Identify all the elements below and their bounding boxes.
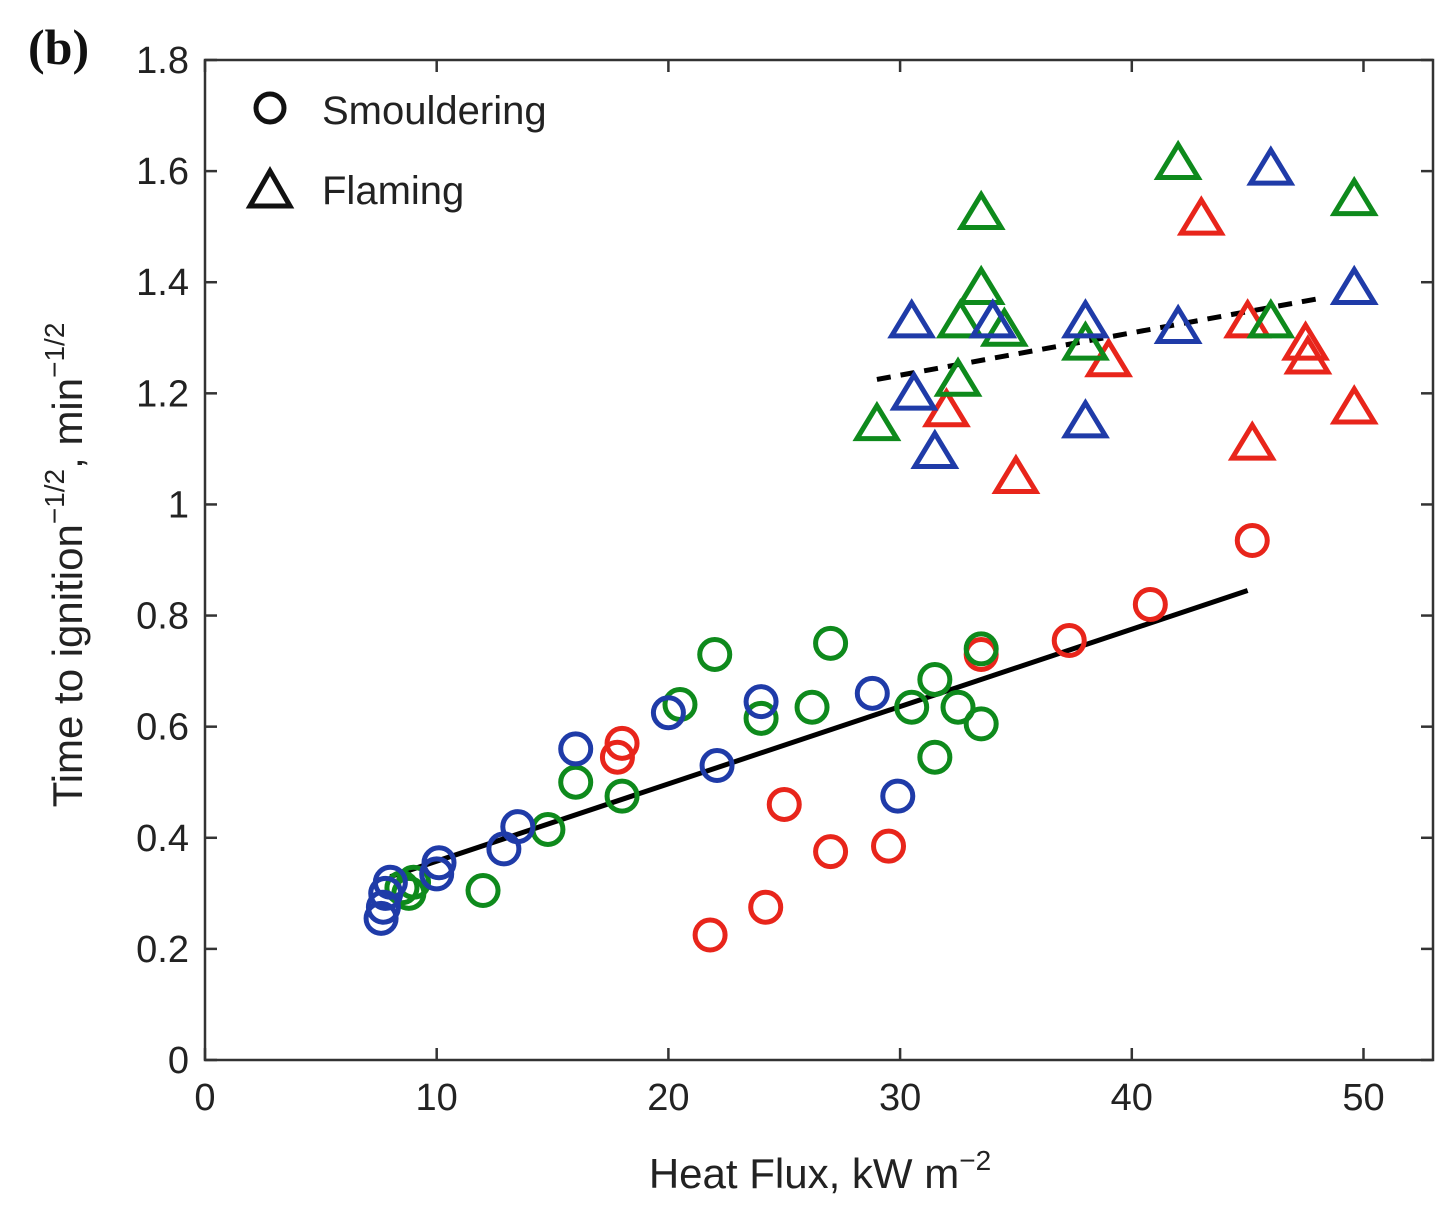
smouldering-blue-point xyxy=(699,748,735,784)
flaming-green-point xyxy=(979,306,1029,347)
flaming-blue-point xyxy=(887,298,937,339)
smouldering-green-point xyxy=(743,700,779,736)
flaming-blue-point xyxy=(910,428,960,469)
axis-ticks: 0 10 20 30 40 50 0 0.2 0.4 0.6 0.8 1 1.2 1.4 1.6 1.8 xyxy=(136,40,1433,1119)
y-tick-label: 0.2 xyxy=(136,929,189,971)
flaming-green-series xyxy=(852,139,1379,442)
y-tick-label: 0.4 xyxy=(136,818,189,860)
flaming-blue-point xyxy=(1061,298,1110,339)
y-tick-label: 1.8 xyxy=(136,40,189,82)
smouldering-red-point xyxy=(871,828,907,864)
legend-label-smouldering: Smouldering xyxy=(322,89,547,133)
y-axis-title-suffix-sup: −1/2 xyxy=(39,323,70,378)
x-axis-title-sup: −2 xyxy=(959,1145,991,1176)
legend: Smouldering Flaming xyxy=(245,89,547,213)
flaming-red-point xyxy=(1176,195,1226,236)
smouldering-blue-point xyxy=(421,845,457,881)
x-tick-label: 10 xyxy=(416,1077,458,1119)
flaming-green-point xyxy=(956,189,1006,231)
smouldering-red-series xyxy=(599,523,1270,953)
flaming-blue-point xyxy=(1061,398,1110,439)
plot-area-border xyxy=(203,58,1435,1062)
panel-label: (b) xyxy=(28,19,90,75)
flaming-blue-point xyxy=(889,370,939,411)
smouldering-red-point xyxy=(604,725,640,761)
legend-label-flaming: Flaming xyxy=(322,169,464,213)
axes-frame xyxy=(203,58,1435,1062)
y-axis-title: Time to ignition−1/2, min−1/2 xyxy=(39,323,91,808)
fit-lines xyxy=(389,296,1318,880)
flaming-red-point xyxy=(1223,298,1273,339)
flaming-green-point xyxy=(1329,175,1379,217)
smouldering-blue-point xyxy=(365,889,401,925)
x-tick-label: 50 xyxy=(1342,1077,1384,1119)
y-axis-title-sup: −1/2 xyxy=(39,469,70,524)
legend-triangle-marker xyxy=(245,165,295,209)
smouldering-green-point xyxy=(794,689,830,725)
flaming-blue-point xyxy=(1329,264,1379,306)
smouldering-green-point xyxy=(940,689,976,725)
smouldering-green-series xyxy=(384,625,999,911)
flaming-green-point xyxy=(935,298,985,339)
smouldering-green-point xyxy=(917,661,953,697)
y-axis-title-suffix: , min xyxy=(44,378,91,469)
y-tick-label: 0.8 xyxy=(136,596,189,638)
smouldering-red-point xyxy=(748,889,784,925)
smouldering-red-point xyxy=(813,834,849,870)
smouldering-green-point xyxy=(465,873,501,909)
flaming-red-point xyxy=(991,453,1041,494)
smouldering-blue-point xyxy=(500,809,536,845)
smouldering-green-point xyxy=(917,739,953,775)
x-tick-label: 0 xyxy=(194,1077,215,1119)
flaming-blue-series xyxy=(887,145,1379,469)
flaming-red-point xyxy=(1329,384,1379,425)
flaming-red-point xyxy=(1283,334,1333,375)
smouldering-blue-point xyxy=(880,778,916,814)
smouldering-blue-series xyxy=(363,675,916,936)
flaming-green-point xyxy=(1061,320,1110,361)
smouldering-blue-point xyxy=(650,695,686,731)
smouldering-green-point xyxy=(558,764,594,800)
smouldering-red-point xyxy=(1234,523,1270,559)
x-tick-label: 30 xyxy=(879,1077,921,1119)
smouldering-green-point xyxy=(963,631,999,667)
y-axis-title-text: Time to ignition xyxy=(44,524,91,807)
flaming-green-point xyxy=(1246,298,1296,339)
y-tick-label: 0.6 xyxy=(136,707,189,749)
smouldering-red-point xyxy=(1132,586,1168,622)
smouldering-blue-point xyxy=(743,684,779,720)
smouldering-green-point xyxy=(963,706,999,742)
y-tick-label: 1.4 xyxy=(136,262,189,304)
smouldering-red-point xyxy=(766,786,802,822)
smouldering-blue-point xyxy=(558,731,594,767)
smouldering-blue-point xyxy=(854,675,890,711)
smouldering-green-point xyxy=(604,778,640,814)
y-tick-label: 0 xyxy=(168,1040,189,1082)
flaming-red-point xyxy=(1227,420,1277,461)
y-tick-label: 1.6 xyxy=(136,151,189,193)
flaming-green-point xyxy=(852,400,902,442)
legend-circle-marker xyxy=(253,91,287,125)
x-axis-title-text: Heat Flux, kW m xyxy=(649,1150,959,1197)
flaming-green-point xyxy=(933,356,983,397)
flaming-green-point xyxy=(956,264,1006,306)
flaming-blue-point xyxy=(1153,303,1203,344)
smouldering-blue-point xyxy=(372,864,408,900)
smouldering-green-point xyxy=(813,625,849,661)
y-tick-label: 1.2 xyxy=(136,373,189,415)
flaming-blue-point xyxy=(968,298,1018,339)
data-points xyxy=(363,139,1379,953)
flaming-blue-point xyxy=(1246,145,1296,186)
flaming-red-point xyxy=(1281,320,1331,361)
flaming-green-point xyxy=(1153,139,1203,181)
x-tick-label: 20 xyxy=(647,1077,689,1119)
x-axis-title: Heat Flux, kW m−2 xyxy=(649,1145,991,1197)
smouldering-green-point xyxy=(697,636,733,672)
smouldering-red-point xyxy=(692,917,728,953)
smouldering-green-point xyxy=(894,689,930,725)
smouldering-red-point xyxy=(1051,623,1087,659)
x-tick-label: 40 xyxy=(1111,1077,1153,1119)
y-tick-label: 1 xyxy=(168,484,189,526)
